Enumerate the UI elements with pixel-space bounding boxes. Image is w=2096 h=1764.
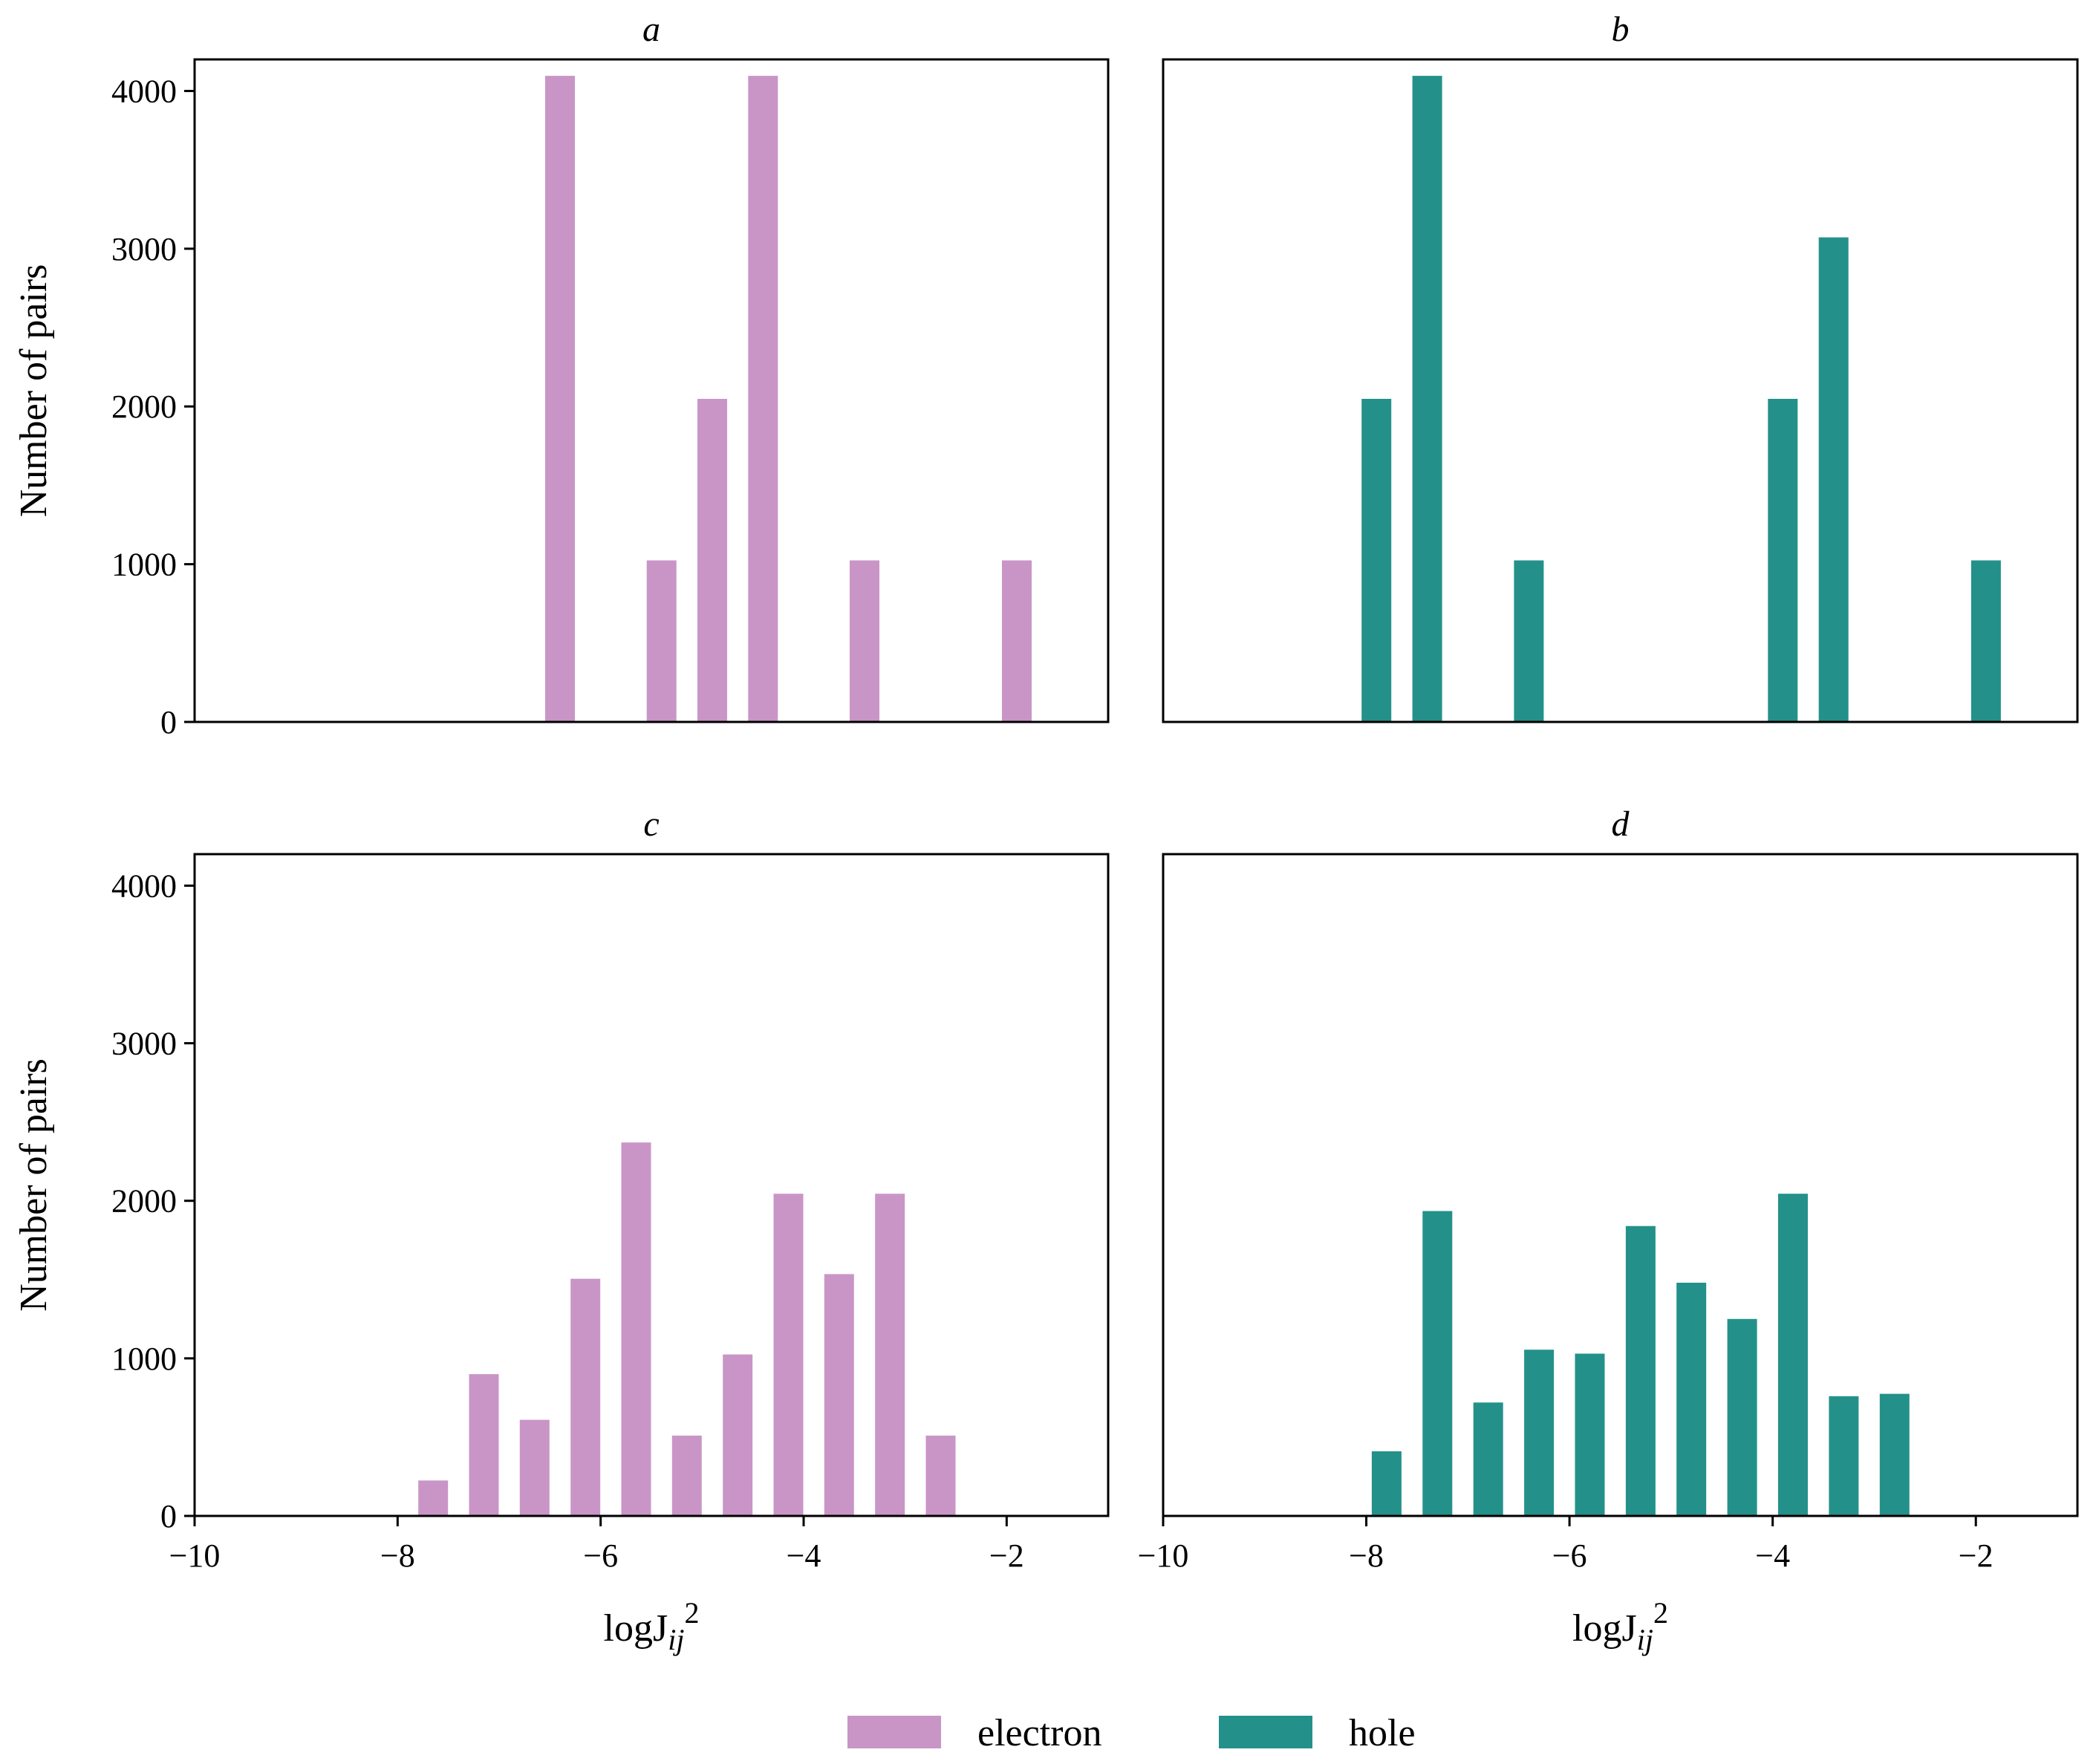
panel-title: c <box>643 804 659 844</box>
panel-title: b <box>1612 10 1630 49</box>
x-tick-label: −2 <box>989 1537 1024 1574</box>
y-axis-label: Number of pairs <box>13 264 55 518</box>
bar-hole-3 <box>1768 399 1798 722</box>
y-tick-label: 3000 <box>111 231 177 267</box>
x-tick-label: −10 <box>1138 1537 1189 1574</box>
bar-electron-2 <box>519 1419 550 1516</box>
bar-hole-3 <box>1524 1350 1555 1516</box>
legend-label-electron: electron <box>977 1712 1101 1754</box>
y-tick-label: 3000 <box>111 1026 177 1062</box>
x-axis-label: logJij2 <box>1572 1596 1668 1656</box>
bar-hole-4 <box>1575 1353 1605 1516</box>
y-tick-label: 2000 <box>111 1183 177 1220</box>
bar-electron-9 <box>875 1194 905 1516</box>
bar-electron-5 <box>1002 560 1032 722</box>
x-tick-label: −8 <box>1349 1537 1384 1574</box>
bar-hole-9 <box>1829 1396 1859 1516</box>
bar-hole-0 <box>1361 399 1392 722</box>
bar-hole-8 <box>1778 1194 1808 1516</box>
panel-title: d <box>1612 804 1630 844</box>
x-tick-label: −4 <box>1755 1537 1790 1574</box>
bar-hole-5 <box>1625 1226 1656 1516</box>
bar-hole-7 <box>1727 1318 1757 1516</box>
y-tick-label: 2000 <box>111 388 177 425</box>
bar-hole-10 <box>1879 1393 1910 1516</box>
bar-hole-1 <box>1422 1211 1453 1516</box>
panel-b: b <box>1162 10 2079 723</box>
y-axis-label: Number of pairs <box>13 1058 55 1312</box>
y-tick-label: 1000 <box>111 1341 177 1377</box>
legend-label-hole: hole <box>1349 1712 1416 1754</box>
legend: electron hole <box>847 1712 1416 1754</box>
bar-electron-2 <box>697 399 727 722</box>
bar-hole-2 <box>1473 1402 1503 1516</box>
plot-frame <box>1162 853 2079 1517</box>
bar-electron-0 <box>545 76 575 723</box>
plot-frame <box>193 58 1110 723</box>
x-tick-label: −6 <box>583 1537 618 1574</box>
x-tick-label: −6 <box>1552 1537 1587 1574</box>
legend-swatch-electron <box>847 1716 941 1748</box>
x-axis-label: logJij2 <box>604 1596 700 1656</box>
bar-electron-10 <box>925 1435 956 1516</box>
bar-hole-4 <box>1818 237 1849 723</box>
y-tick-label: 0 <box>160 704 177 741</box>
bar-electron-0 <box>418 1480 449 1516</box>
bar-electron-3 <box>748 76 778 723</box>
panel-c: c 0 1000 2000 3000 4000 −10 −8 −6 −4 −2 Number of p… <box>13 804 1110 1656</box>
bar-electron-1 <box>469 1374 499 1516</box>
bar-hole-6 <box>1676 1283 1707 1516</box>
panel-d: d −10 −8 −6 −4 −2 logJij2 <box>1138 804 2079 1656</box>
bar-electron-4 <box>621 1142 651 1516</box>
bar-electron-1 <box>646 560 677 722</box>
plot-frame <box>193 853 1110 1517</box>
bar-electron-5 <box>671 1435 702 1516</box>
bar-electron-4 <box>850 560 879 722</box>
bar-electron-6 <box>723 1354 753 1516</box>
y-tick-label: 1000 <box>111 547 177 583</box>
panel-title: a <box>642 10 660 49</box>
y-tick-label: 4000 <box>111 73 177 109</box>
bar-electron-3 <box>570 1278 601 1516</box>
x-tick-label: −10 <box>169 1537 221 1574</box>
bar-hole-5 <box>1970 560 2001 722</box>
plot-frame <box>1162 58 2079 723</box>
bar-hole-2 <box>1514 560 1544 722</box>
x-tick-label: −2 <box>1959 1537 1994 1574</box>
y-tick-label: 4000 <box>111 868 177 904</box>
x-tick-label: −4 <box>787 1537 821 1574</box>
bar-electron-7 <box>773 1194 804 1516</box>
legend-swatch-hole <box>1219 1716 1312 1748</box>
bar-hole-1 <box>1412 76 1442 723</box>
bar-electron-8 <box>824 1274 854 1516</box>
bar-hole-0 <box>1371 1451 1402 1516</box>
y-tick-label: 0 <box>160 1498 177 1534</box>
x-tick-label: −8 <box>380 1537 415 1574</box>
panel-a: a 0 1000 2000 3000 4000 Number of pairs <box>13 10 1110 741</box>
